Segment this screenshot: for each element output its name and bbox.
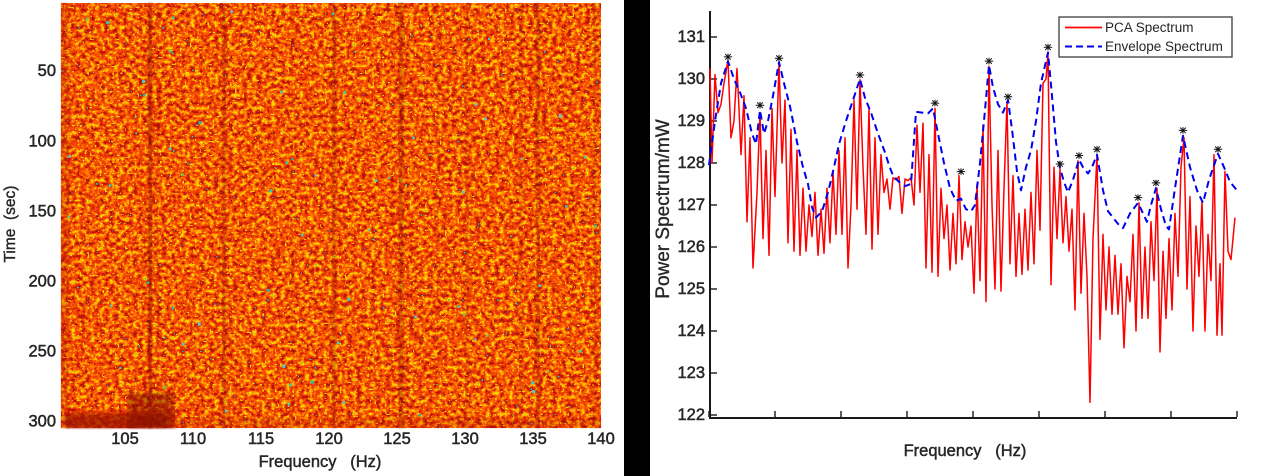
svg-text:122: 122 bbox=[677, 406, 705, 424]
svg-text:200: 200 bbox=[28, 273, 56, 291]
svg-text:105: 105 bbox=[111, 430, 139, 448]
svg-text:50: 50 bbox=[38, 62, 56, 80]
svg-text:129: 129 bbox=[677, 112, 705, 130]
svg-text:124: 124 bbox=[677, 322, 705, 340]
svg-text:Power Spectrum/mW: Power Spectrum/mW bbox=[653, 119, 674, 299]
svg-text:Envelope Spectrum: Envelope Spectrum bbox=[1105, 39, 1223, 54]
svg-text:Time (sec): Time (sec) bbox=[2, 186, 19, 263]
svg-text:126: 126 bbox=[677, 238, 705, 256]
svg-text:100: 100 bbox=[28, 132, 56, 150]
svg-text:Frequency (Hz): Frequency (Hz) bbox=[259, 453, 382, 471]
svg-text:127: 127 bbox=[677, 196, 705, 214]
svg-text:110: 110 bbox=[180, 430, 206, 448]
svg-text:131: 131 bbox=[677, 28, 705, 46]
svg-text:135: 135 bbox=[519, 430, 547, 448]
svg-text:123: 123 bbox=[677, 364, 705, 382]
svg-text:130: 130 bbox=[677, 70, 705, 88]
svg-text:Frequency (Hz): Frequency (Hz) bbox=[904, 442, 1027, 460]
svg-text:125: 125 bbox=[677, 280, 705, 298]
svg-text:115: 115 bbox=[248, 430, 274, 448]
svg-text:120: 120 bbox=[315, 430, 343, 448]
svg-text:150: 150 bbox=[28, 202, 56, 220]
svg-text:125: 125 bbox=[383, 430, 411, 448]
svg-text:130: 130 bbox=[451, 430, 479, 448]
svg-text:128: 128 bbox=[677, 154, 705, 172]
svg-text:PCA Spectrum: PCA Spectrum bbox=[1105, 20, 1194, 35]
svg-text:300: 300 bbox=[28, 413, 56, 431]
svg-text:250: 250 bbox=[28, 343, 56, 361]
svg-text:140: 140 bbox=[587, 430, 615, 448]
